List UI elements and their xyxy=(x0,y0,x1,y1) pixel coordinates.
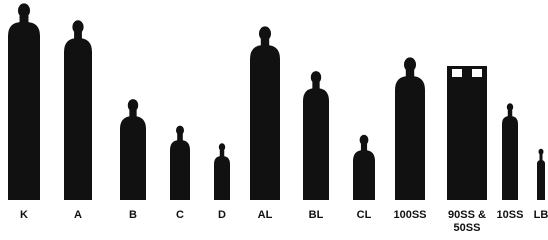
cylinder xyxy=(120,99,146,200)
cylinder-label: AL xyxy=(258,209,273,221)
cylinder-valve xyxy=(219,143,225,151)
cylinder-handle xyxy=(452,69,462,77)
cylinder-label: A xyxy=(74,209,82,221)
cylinder-handle xyxy=(472,69,482,77)
cylinder-valve xyxy=(507,103,513,111)
cylinder-label: LB xyxy=(534,209,548,221)
cylinder-label: B xyxy=(129,209,137,221)
cylinder-body xyxy=(502,116,518,200)
cylinder-diagram: K A B C D AL BL CL 100SS 90SS &50SS 10SS LB xyxy=(0,0,548,240)
cylinder-valve xyxy=(128,99,138,111)
cylinder-label: 50SS xyxy=(454,222,481,234)
cylinder xyxy=(8,3,40,200)
cylinder-label: BL xyxy=(309,209,324,221)
cylinder-label: CL xyxy=(357,209,372,221)
cylinder-body xyxy=(8,22,40,200)
cylinder-valve xyxy=(176,126,184,136)
cylinder-body xyxy=(250,45,280,200)
cylinder-body xyxy=(303,88,329,200)
cylinder-label: K xyxy=(20,209,28,221)
cylinder-body xyxy=(214,156,230,200)
cylinder-valve xyxy=(404,57,416,71)
cylinder-neck xyxy=(220,150,224,158)
cylinder-valve xyxy=(360,135,369,146)
cylinder xyxy=(395,57,425,200)
cylinder-body xyxy=(64,38,92,200)
cylinder-body xyxy=(447,66,487,200)
cylinder-neck xyxy=(508,110,512,118)
cylinder-label: 90SS & xyxy=(448,209,486,221)
cylinder-body xyxy=(120,116,146,200)
cylinder-valve xyxy=(18,3,30,17)
cylinder-label: 10SS xyxy=(497,209,524,221)
cylinder xyxy=(170,126,190,200)
cylinder xyxy=(502,103,518,200)
cylinder-valve xyxy=(539,149,544,155)
cylinder-label: D xyxy=(218,209,226,221)
cylinder-label: 100SS xyxy=(393,209,426,221)
cylinder-valve xyxy=(259,26,271,40)
cylinder xyxy=(537,149,545,200)
cylinder xyxy=(214,143,230,200)
cylinder xyxy=(64,20,92,200)
cylinder-neck xyxy=(177,134,183,142)
cylinder-body xyxy=(395,76,425,200)
cylinder-body xyxy=(537,160,545,200)
cylinder xyxy=(250,26,280,200)
cylinder-body xyxy=(170,140,190,200)
cylinder xyxy=(303,71,329,200)
cylinder xyxy=(353,135,375,200)
cylinder xyxy=(447,66,487,200)
cylinder-neck xyxy=(540,154,543,162)
cylinder-label: C xyxy=(176,209,184,221)
cylinder-valve xyxy=(72,20,83,33)
cylinder-body xyxy=(353,150,375,200)
cylinder-valve xyxy=(311,71,321,83)
